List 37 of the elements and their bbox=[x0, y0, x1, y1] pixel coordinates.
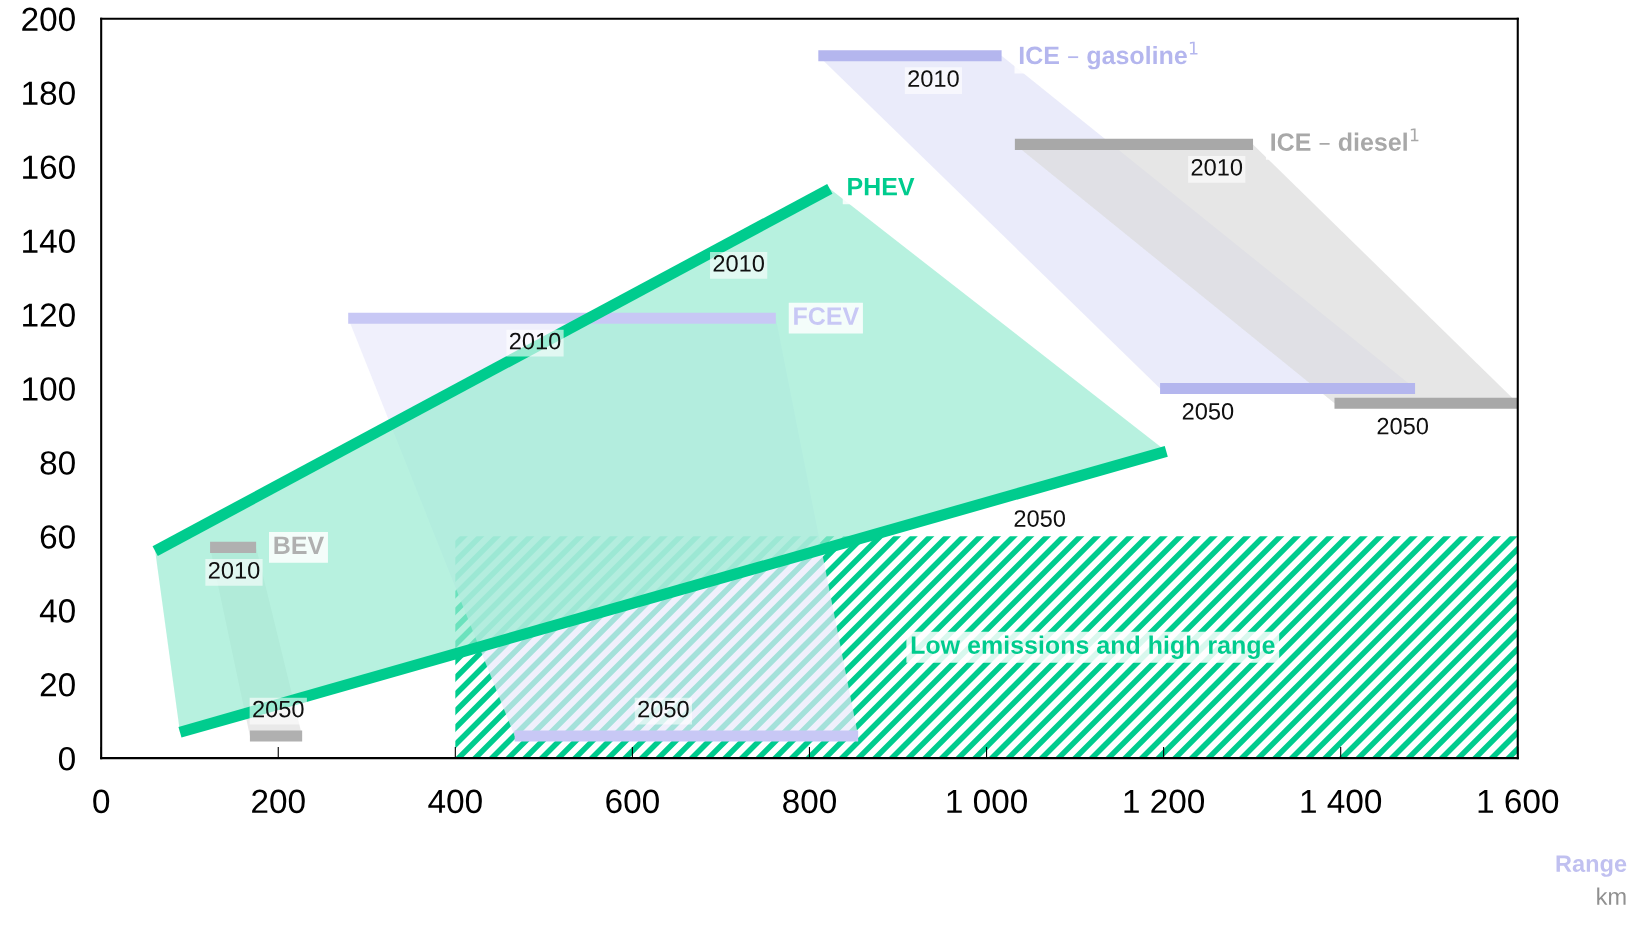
series-label: BEV bbox=[274, 536, 325, 554]
x-tick-label: 600 bbox=[606, 789, 659, 814]
x-tick-label: 200 bbox=[252, 789, 305, 814]
annotation: 2010 bbox=[208, 561, 260, 579]
x-tick-label: 800 bbox=[783, 789, 836, 814]
y-tick-label: 200 bbox=[22, 7, 75, 32]
y-tick-label: 80 bbox=[40, 451, 75, 475]
text: km bbox=[1597, 887, 1626, 905]
series-label: Low emissions and high range bbox=[911, 635, 1275, 659]
annotation: 2010 bbox=[1191, 158, 1243, 176]
annotation: 2050 bbox=[1014, 510, 1066, 527]
y-tick-label: 0 bbox=[58, 746, 75, 771]
y-tick-label: 40 bbox=[39, 599, 75, 623]
x-axis-title: Range bbox=[1556, 855, 1627, 877]
y-tick-label: 160 bbox=[23, 155, 75, 180]
annotation: 2010 bbox=[713, 255, 764, 272]
annotation: 2050 bbox=[253, 700, 304, 718]
x-tick-label: 1 000 bbox=[947, 789, 1027, 814]
series-label: PHEV bbox=[848, 178, 915, 196]
y-tick-label: 140 bbox=[23, 229, 75, 253]
y-tick-label: 20 bbox=[40, 673, 75, 697]
series-label: ICE – diesel$^{1}$ bbox=[1271, 128, 1419, 151]
x-tick-label: 1 200 bbox=[1124, 789, 1205, 814]
y-tick-label: 100 bbox=[23, 377, 75, 401]
x-tick-label: 0 bbox=[93, 789, 110, 814]
annotation: 2050 bbox=[1182, 402, 1234, 420]
y-tick-label: 60 bbox=[40, 525, 75, 549]
x-tick-label: 400 bbox=[428, 789, 482, 814]
annotation: 2050 bbox=[638, 700, 689, 718]
annotation: 2050 bbox=[1377, 417, 1428, 435]
x-tick-label: 1 400 bbox=[1301, 789, 1382, 814]
x-tick-label: 1 600 bbox=[1478, 789, 1559, 814]
y-tick-label: 120 bbox=[23, 303, 75, 327]
annotation: 2010 bbox=[509, 332, 561, 350]
series-label: ICE – gasoline$^{1}$ bbox=[1019, 41, 1198, 70]
annotation: 2010 bbox=[908, 70, 959, 87]
y-tick-label: 180 bbox=[23, 81, 75, 106]
